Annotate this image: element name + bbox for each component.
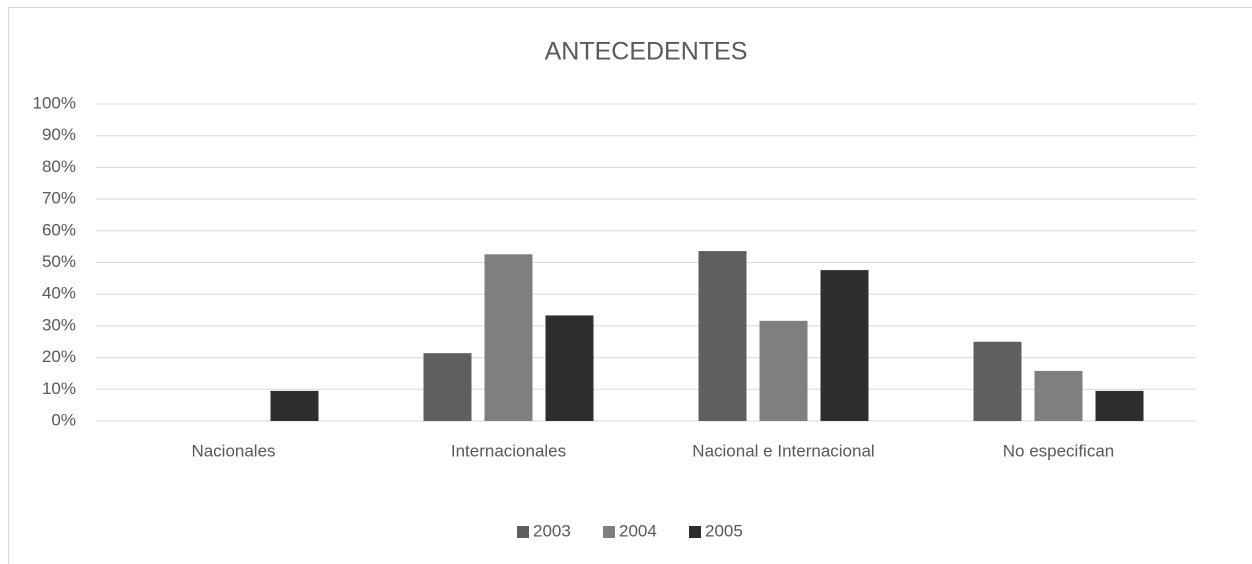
- x-tick-label: Internacionales: [451, 441, 566, 460]
- y-tick-label: 100%: [33, 93, 76, 112]
- bar: [545, 315, 594, 421]
- x-tick-label: Nacionales: [191, 441, 275, 460]
- y-tick-label: 30%: [42, 315, 76, 334]
- y-tick-label: 10%: [42, 379, 76, 398]
- legend-swatch: [517, 526, 529, 538]
- y-tick-label: 60%: [42, 220, 76, 239]
- chart-title: ANTECEDENTES: [545, 38, 748, 66]
- y-tick-label: 0%: [51, 410, 76, 429]
- legend-swatch: [603, 526, 615, 538]
- bar: [423, 353, 472, 421]
- y-tick-label: 40%: [42, 284, 76, 303]
- bar: [270, 390, 319, 421]
- y-tick-label: 90%: [42, 125, 76, 144]
- bar: [484, 254, 533, 421]
- y-tick-label: 20%: [42, 347, 76, 366]
- bar: [820, 270, 869, 421]
- bar: [698, 251, 747, 421]
- legend-swatch: [689, 526, 701, 538]
- legend-label: 2004: [619, 521, 657, 540]
- x-tick-label: No especifican: [1003, 441, 1115, 460]
- y-tick-label: 80%: [42, 157, 76, 176]
- y-tick-label: 70%: [42, 189, 76, 208]
- chart-frame: [8, 7, 1252, 564]
- bar: [759, 320, 808, 421]
- x-tick-label: Nacional e Internacional: [692, 441, 874, 460]
- bar: [973, 341, 1022, 421]
- bar: [1095, 390, 1144, 421]
- bar: [1034, 370, 1083, 421]
- legend-label: 2005: [705, 521, 743, 540]
- legend-label: 2003: [533, 521, 571, 540]
- y-tick-label: 50%: [42, 252, 76, 271]
